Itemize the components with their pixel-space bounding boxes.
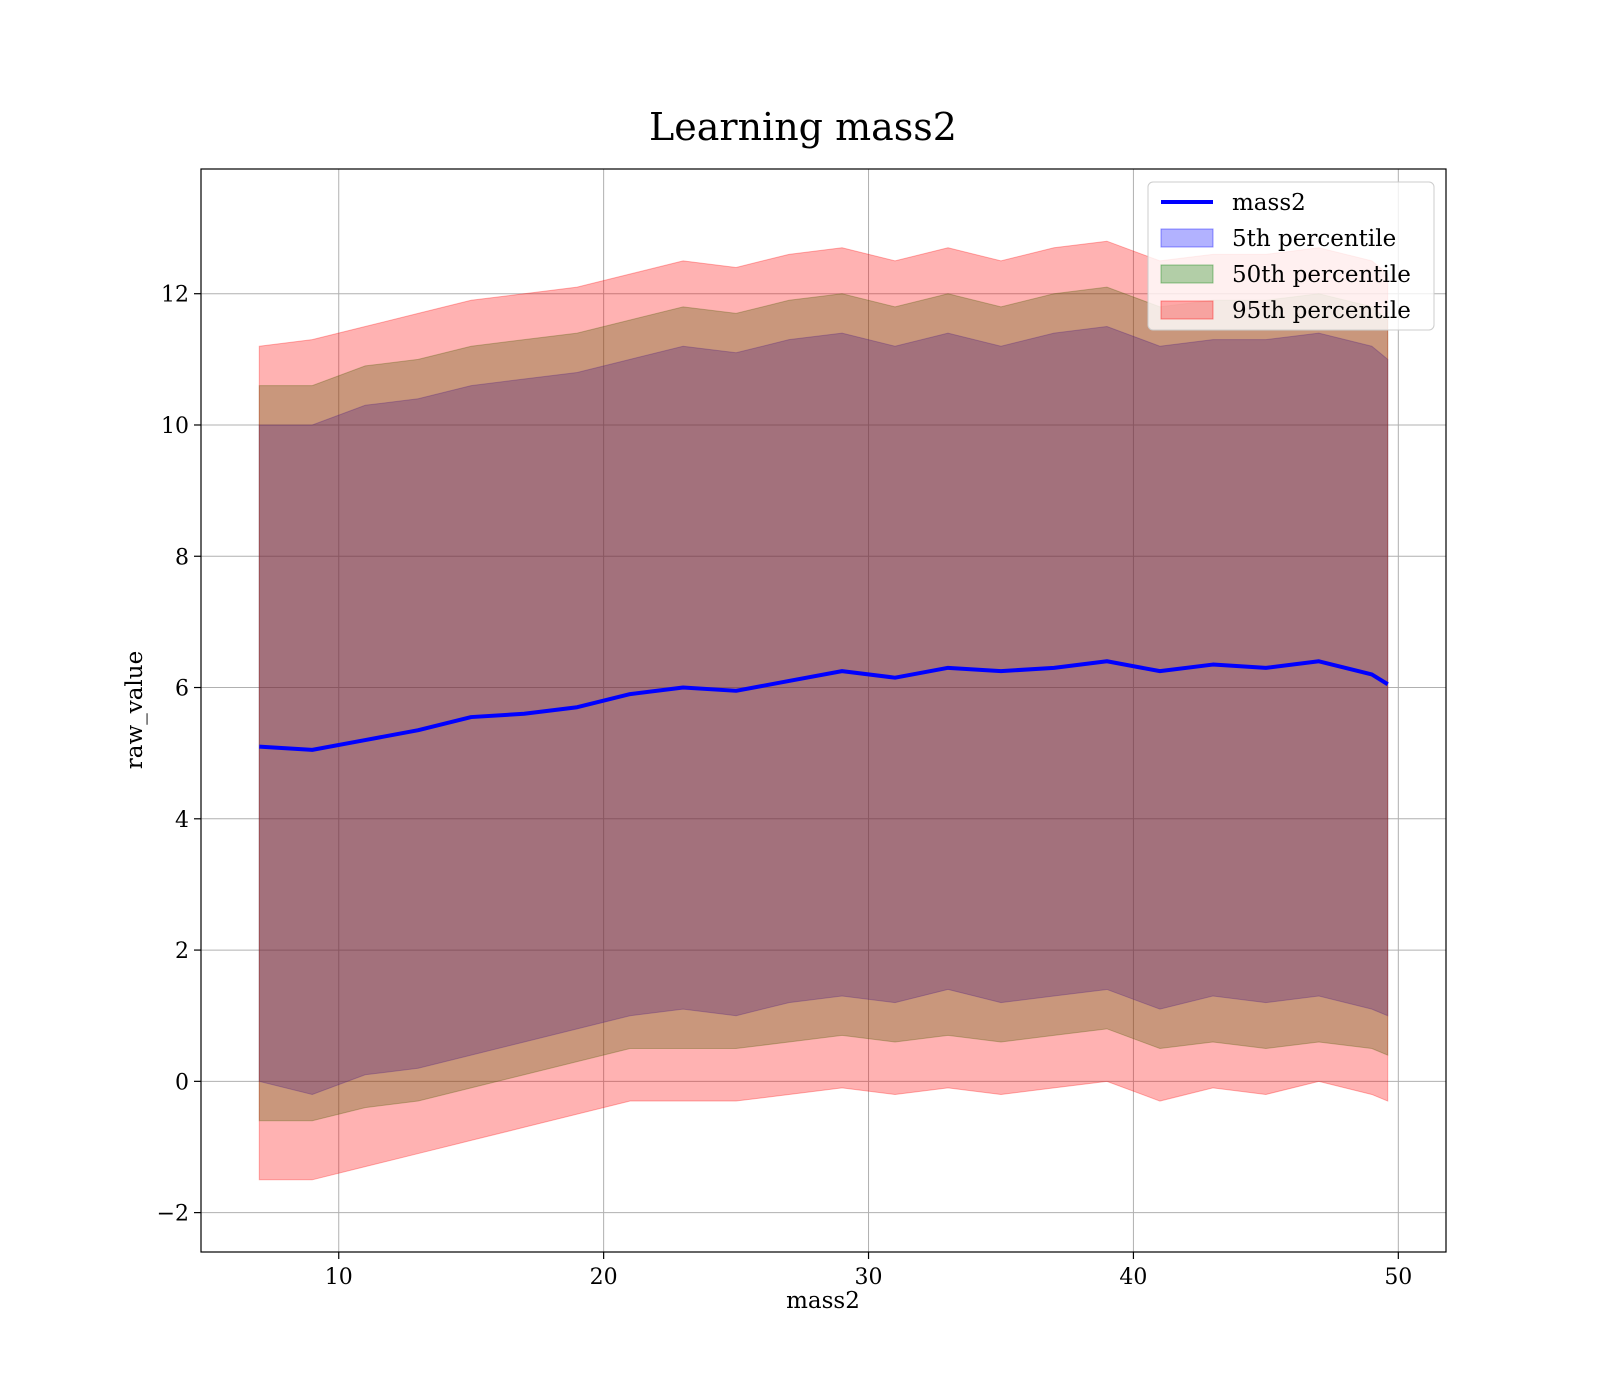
y-axis-label: raw_value — [122, 651, 148, 769]
legend-label: mass2 — [1232, 190, 1306, 216]
axes-frame — [200, 168, 1447, 1253]
plot-area — [258, 240, 1389, 1181]
y-tick-label: 0 — [175, 1070, 189, 1095]
legend-swatch-band — [1160, 264, 1214, 284]
x-tick-label: 50 — [1384, 1265, 1412, 1290]
legend-label: 50th percentile — [1232, 262, 1411, 288]
x-tick-label: 10 — [325, 1265, 353, 1290]
legend-label: 5th percentile — [1232, 226, 1396, 252]
line-mass2 — [259, 659, 1389, 752]
x-axis-label: mass2 — [786, 1288, 860, 1314]
x-tick-label: 20 — [590, 1265, 618, 1290]
y-tick-label: 6 — [175, 677, 189, 702]
legend-swatch-band — [1160, 300, 1214, 320]
chart-title: Learning mass2 — [649, 105, 957, 149]
ticks: 10 20 30 40 50 −2 0 2 4 6 8 10 12 — [157, 283, 1413, 1290]
legend-swatch-band — [1160, 228, 1214, 248]
band-5th-percentile — [258, 326, 1389, 1095]
x-tick-label: 40 — [1119, 1265, 1147, 1290]
y-tick-label: 12 — [161, 283, 189, 308]
legend-box — [1147, 181, 1435, 331]
grid — [201, 169, 1446, 1252]
band-95th-percentile — [258, 240, 1389, 1181]
band-50th-percentile — [258, 286, 1389, 1122]
legend-label: 95th percentile — [1232, 298, 1411, 324]
x-tick-label: 30 — [855, 1265, 883, 1290]
legend: mass2 5th percentile 50th percentile 95th p… — [1147, 181, 1435, 331]
y-tick-label: 4 — [175, 808, 189, 833]
y-tick-label: 2 — [175, 939, 189, 964]
y-tick-label: 10 — [161, 414, 189, 439]
y-tick-label: 8 — [175, 545, 189, 570]
y-tick-label: −2 — [157, 1202, 189, 1227]
